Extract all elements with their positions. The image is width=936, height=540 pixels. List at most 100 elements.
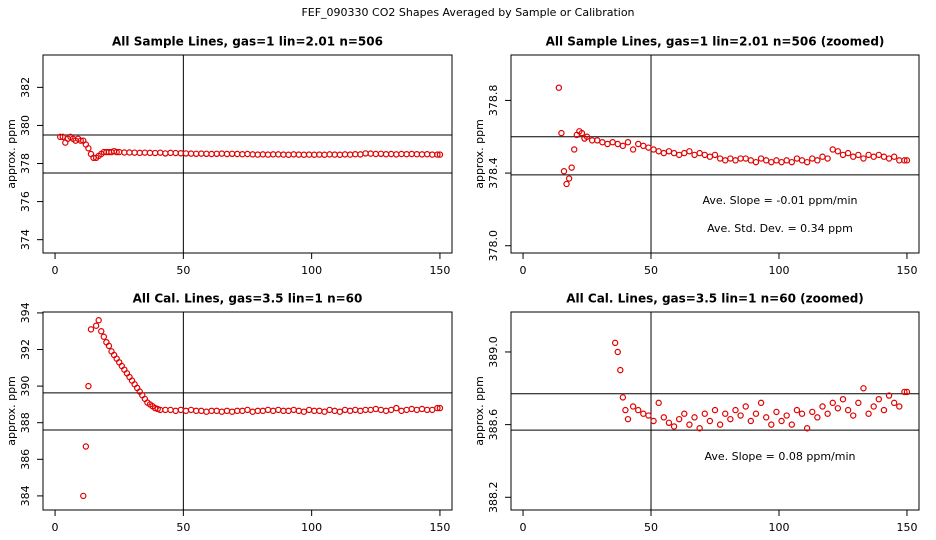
data-point (290, 406, 297, 414)
data-point (357, 151, 364, 158)
data-point (855, 151, 862, 159)
data-point (192, 150, 200, 158)
data-point (773, 157, 780, 164)
data-point (352, 406, 359, 414)
data-point (300, 151, 308, 158)
data-point (665, 419, 673, 427)
data-point (803, 158, 811, 166)
data-point (259, 151, 267, 158)
data-point (629, 403, 637, 410)
data-point (691, 151, 698, 159)
data-point (172, 149, 179, 157)
data-point (670, 423, 678, 430)
data-point (783, 157, 790, 164)
data-point (855, 399, 862, 407)
y-tick-label: 378.0 (487, 230, 500, 262)
data-point (269, 151, 277, 158)
data-point (819, 403, 826, 410)
data-point (362, 406, 369, 414)
data-point (803, 425, 811, 432)
data-point (408, 150, 415, 158)
data-point (305, 151, 313, 158)
data-point (336, 151, 344, 158)
data-point (187, 150, 195, 157)
annotation: Ave. Slope = 0.08 ppm/min (705, 450, 856, 463)
data-point (346, 407, 354, 415)
data-point (393, 404, 400, 412)
y-tick-label: 384 (19, 485, 32, 506)
data-point (742, 403, 749, 410)
y-tick-label: 394 (19, 302, 32, 323)
data-point (622, 406, 629, 414)
data-point (844, 149, 852, 157)
data-point (167, 149, 174, 157)
x-tick-label: 0 (520, 264, 527, 277)
x-tick-label: 150 (429, 521, 450, 534)
data-point (716, 155, 724, 162)
data-point (660, 414, 668, 421)
data-point (305, 406, 313, 414)
data-point (434, 404, 441, 412)
plot-frame (42, 54, 453, 254)
data-point (757, 399, 765, 407)
data-point (434, 151, 441, 158)
data-point (783, 412, 790, 419)
data-point (747, 157, 755, 164)
data-point (773, 408, 780, 416)
data-point (162, 150, 169, 157)
data-point (727, 155, 734, 162)
data-point (228, 408, 236, 415)
data-point (640, 410, 647, 417)
y-tick-label: 386 (19, 449, 32, 470)
data-point (92, 322, 100, 329)
data-point (793, 406, 801, 414)
data-point (865, 151, 872, 159)
data-point (903, 388, 911, 396)
data-point (850, 153, 857, 160)
x-tick-label: 50 (644, 264, 658, 277)
data-point (423, 406, 431, 414)
data-point (571, 146, 578, 153)
data-point (604, 140, 611, 148)
data-point (681, 149, 688, 157)
data-point (880, 153, 888, 160)
data-point (824, 410, 831, 417)
data-point (711, 406, 719, 414)
data-point (346, 151, 354, 158)
data-point (311, 407, 318, 415)
data-point (681, 410, 688, 417)
data-point (819, 153, 826, 160)
data-point (280, 151, 287, 158)
data-point (295, 407, 303, 415)
data-point (418, 405, 426, 413)
plot-frame (510, 311, 920, 511)
y-tick-label: 390 (19, 376, 32, 397)
data-point (264, 151, 272, 158)
data-point (285, 151, 292, 158)
data-point (429, 406, 436, 414)
data-point (121, 149, 128, 156)
data-point (362, 150, 369, 157)
data-point (316, 407, 323, 415)
data-point (436, 151, 444, 158)
data-point (321, 151, 328, 158)
data-point (599, 138, 606, 146)
data-point (901, 157, 908, 164)
data-point (208, 150, 215, 158)
data-point (752, 158, 760, 166)
y-axis-label: approx. ppm (473, 119, 486, 189)
data-point (624, 415, 632, 423)
data-point (85, 382, 92, 390)
data-point (223, 150, 231, 158)
data-point (177, 150, 184, 157)
data-point (403, 150, 410, 158)
data-point (269, 407, 277, 415)
data-point (341, 406, 349, 414)
data-point (326, 151, 333, 158)
data-point (387, 150, 395, 158)
panel-title: All Sample Lines, gas=1 lin=2.01 n=506 (… (546, 35, 885, 49)
y-tick-label: 389.0 (487, 336, 500, 368)
data-point (875, 395, 883, 403)
x-tick-label: 50 (176, 264, 190, 277)
